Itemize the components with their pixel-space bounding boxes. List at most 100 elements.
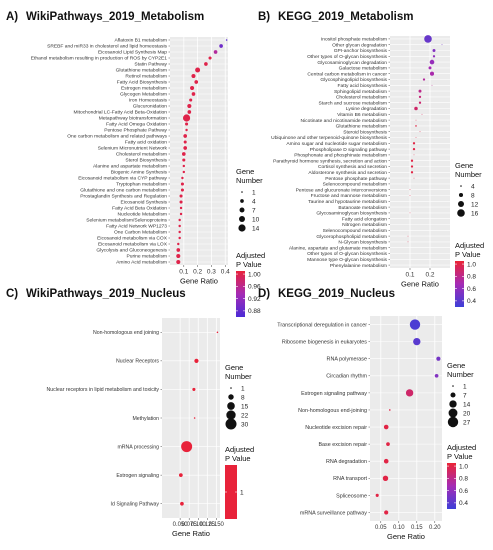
color-legend-title: P Value bbox=[447, 452, 473, 461]
size-legend-title: Gene bbox=[236, 167, 254, 176]
data-point bbox=[389, 409, 391, 411]
size-legend-title: Gene bbox=[447, 361, 465, 370]
category-label: Pentose Phosphate Pathway bbox=[104, 128, 167, 134]
size-legend-label: 14 bbox=[463, 401, 471, 408]
color-legend-label: 1 bbox=[240, 489, 244, 496]
data-point bbox=[176, 259, 181, 265]
x-axis-label: Gene Ratio bbox=[387, 532, 425, 541]
category-label: Glycosaminoglycan biosynthesis bbox=[316, 211, 387, 217]
category-label: Nicotinate and nicotinamide metabolism bbox=[301, 118, 387, 124]
category-label: Phospholipase D signaling pathway bbox=[310, 147, 388, 153]
color-legend-label: 0.88 bbox=[248, 308, 261, 315]
category-label: RNA degradation bbox=[326, 459, 367, 465]
size-legend-title: Number bbox=[447, 370, 474, 379]
x-tick-label: 0.125 bbox=[200, 522, 216, 528]
category-label: Other types of O-glycan biosynthesis bbox=[307, 54, 387, 60]
data-point bbox=[180, 182, 184, 186]
category-label: Pentose and glucuronate interconversions bbox=[296, 187, 388, 193]
category-label: Aldosterone synthesis and secretion bbox=[308, 170, 387, 176]
size-legend-title: Gene bbox=[225, 363, 243, 372]
category-label: Eicosanoid metabolism via CYP pathway bbox=[78, 176, 167, 182]
size-legend-label: 4 bbox=[252, 198, 256, 205]
category-label: Alanine and aspartate metabolism bbox=[93, 164, 167, 170]
panel-2: C) WikiPathways_2019_Nucleus Non-homologou… bbox=[6, 288, 254, 538]
category-label: Base excision repair bbox=[318, 442, 367, 448]
x-axis-label: Gene Ratio bbox=[401, 280, 439, 289]
panel-title: KEGG_2019_Nucleus bbox=[278, 288, 395, 300]
category-label: Alanine, aspartate and glutamate metabol… bbox=[289, 245, 387, 251]
category-label: Estrogen metabolism bbox=[121, 86, 167, 92]
data-point bbox=[413, 154, 415, 156]
x-tick-label: 0.05 bbox=[375, 525, 387, 531]
x-tick-label: 0.2 bbox=[193, 269, 202, 276]
size-legend-label: 20 bbox=[463, 410, 471, 417]
category-label: RNA transport bbox=[333, 476, 367, 482]
color-legend-label: 0.92 bbox=[248, 296, 261, 303]
data-point bbox=[182, 170, 186, 174]
data-point bbox=[409, 189, 411, 191]
category-label: Eicosanoid Lipid Synthesis Map bbox=[98, 50, 167, 56]
x-tick-label: 0.4 bbox=[221, 269, 230, 276]
category-label: Amino sugar and nucleotide sugar metabol… bbox=[286, 141, 387, 147]
size-legend-key bbox=[240, 199, 244, 203]
category-label: One Carbon Metabolism bbox=[114, 230, 167, 236]
category-label: Other glycan degradation bbox=[332, 42, 387, 48]
category-label: Sphingolipid metabolism bbox=[334, 89, 387, 95]
category-label: Metapathway biotransformation bbox=[99, 116, 168, 122]
data-point bbox=[419, 131, 421, 133]
data-point bbox=[415, 137, 417, 138]
x-tick-label: 0.2 bbox=[425, 272, 434, 279]
data-point bbox=[410, 165, 414, 168]
data-point bbox=[216, 331, 219, 334]
x-tick-label: 0.20 bbox=[429, 525, 441, 531]
size-legend-key bbox=[238, 215, 246, 223]
data-point bbox=[180, 188, 184, 192]
panel-letter: A) bbox=[6, 11, 18, 23]
category-label: Statin Pathway bbox=[134, 62, 167, 68]
category-label: Glutathione metabolism bbox=[336, 124, 387, 130]
size-legend-key bbox=[227, 402, 235, 410]
size-legend-label: 7 bbox=[252, 207, 256, 214]
data-point bbox=[178, 224, 181, 228]
data-point bbox=[415, 119, 417, 121]
data-point bbox=[409, 319, 421, 330]
data-point bbox=[436, 356, 441, 361]
category-label: Fatty acid biosynthesis bbox=[338, 83, 388, 89]
color-legend-title: P Value bbox=[236, 260, 262, 269]
data-point bbox=[182, 114, 191, 122]
category-label: Cortisol synthesis and secretion bbox=[318, 164, 387, 170]
data-point bbox=[413, 337, 421, 346]
category-label: Estrogen signaling pathway bbox=[301, 391, 367, 397]
data-point bbox=[429, 71, 435, 76]
category-label: Prostaglandin Synthesis and Regulation bbox=[80, 194, 167, 200]
category-label: Ethanol metabolism resulting in producti… bbox=[31, 56, 167, 62]
data-point bbox=[182, 164, 186, 168]
data-point bbox=[204, 62, 208, 66]
data-point bbox=[189, 98, 193, 102]
data-point bbox=[384, 510, 389, 515]
data-point bbox=[409, 195, 411, 196]
category-label: Glutathione and one carbon metabolism bbox=[80, 188, 167, 194]
size-legend-label: 14 bbox=[252, 225, 260, 232]
size-legend-key bbox=[225, 418, 237, 430]
data-point bbox=[429, 59, 435, 65]
size-legend-key bbox=[239, 207, 245, 213]
size-legend-key bbox=[450, 392, 456, 398]
size-legend-key bbox=[452, 385, 454, 387]
data-point bbox=[183, 140, 187, 144]
category-label: Fatty acid oxidation bbox=[125, 140, 167, 146]
panel-title: KEGG_2019_Metabolism bbox=[278, 11, 414, 23]
size-legend-key bbox=[449, 400, 457, 408]
color-legend-title: P Value bbox=[455, 250, 481, 259]
category-label: Parathyroid hormone synthesis, secretion… bbox=[273, 158, 387, 164]
category-label: Fatty Acid Network WP1273 bbox=[106, 224, 167, 230]
size-legend-label: 4 bbox=[471, 183, 475, 190]
x-tick-label: 0.1 bbox=[405, 272, 414, 279]
color-legend-bar bbox=[447, 463, 456, 509]
category-label: Glycerophospholipid metabolism bbox=[316, 234, 387, 240]
category-label: Eicosanoid Synthesis bbox=[121, 200, 168, 206]
category-label: Fatty Acid Omega Oxidation bbox=[106, 122, 167, 128]
data-point bbox=[195, 67, 201, 73]
category-label: One carbon metabolism and related pathwa… bbox=[67, 134, 167, 140]
category-label: Biogenic Amine Synthesis bbox=[111, 170, 168, 176]
